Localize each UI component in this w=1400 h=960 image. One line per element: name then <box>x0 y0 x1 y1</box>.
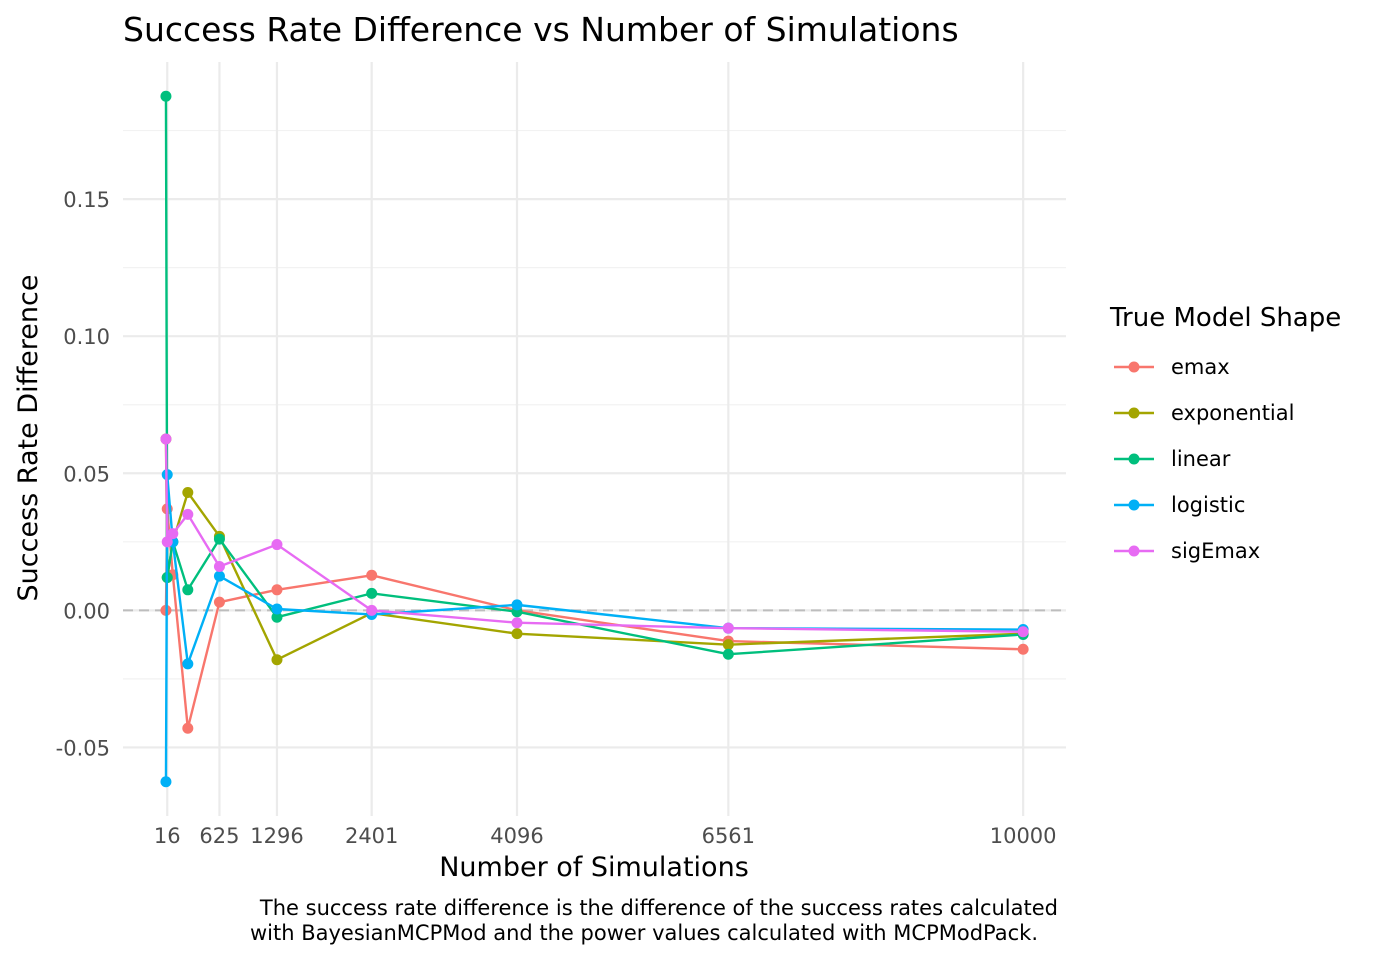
y-tick-label: 0.00 <box>63 599 110 623</box>
legend-title: True Model Shape <box>1109 303 1341 333</box>
data-point-sigEmax <box>182 508 194 520</box>
y-tick-label: 0.05 <box>63 462 110 486</box>
series-emax <box>160 503 1029 734</box>
data-point-sigEmax <box>366 604 378 616</box>
legend-label: emax <box>1171 355 1230 379</box>
series-line-logistic <box>164 473 1024 782</box>
legend-label: exponential <box>1171 401 1294 425</box>
data-point-sigEmax <box>167 528 179 540</box>
x-tick-label: 625 <box>199 824 239 848</box>
data-point-logistic <box>271 603 283 615</box>
x-tick-label: 16 <box>154 824 181 848</box>
axis-ticks: -0.05 0.00 0.05 0.10 0.15 16 625 1296 2401 4096 65… <box>56 188 1057 848</box>
x-tick-label: 10000 <box>990 824 1057 848</box>
legend-entry-linear: linear <box>1114 447 1231 471</box>
caption-line-1: The success rate difference is the diffe… <box>259 896 1058 920</box>
data-point-emax <box>1017 643 1029 655</box>
legend-label: linear <box>1171 447 1231 471</box>
data-point-linear <box>722 648 734 660</box>
data-point-linear <box>182 584 194 596</box>
data-point-sigEmax <box>511 617 523 629</box>
data-point-sigEmax <box>1017 626 1029 638</box>
caption-line-2: with BayesianMCPMod and the power values… <box>250 921 1038 945</box>
legend: True Model Shape emax exponential linear lo… <box>1109 303 1341 563</box>
series-layer <box>160 90 1029 788</box>
data-point-emax <box>366 569 378 581</box>
data-point-emax <box>271 584 283 596</box>
series-linear <box>160 90 1029 660</box>
legend-entry-emax: emax <box>1114 355 1230 379</box>
legend-label: logistic <box>1171 493 1245 517</box>
grid-lines <box>123 62 1066 816</box>
legend-key-point <box>1128 499 1140 511</box>
series-sigEmax <box>160 433 1029 638</box>
legend-key-point <box>1128 545 1140 557</box>
legend-key-point <box>1128 453 1140 465</box>
data-point-linear <box>366 587 378 599</box>
legend-label: sigEmax <box>1171 539 1260 563</box>
data-point-sigEmax <box>722 622 734 634</box>
x-tick-label: 2401 <box>345 824 398 848</box>
data-point-exponential <box>511 628 523 640</box>
data-point-sigEmax <box>160 433 172 445</box>
chart-title: Success Rate Difference vs Number of Sim… <box>123 10 959 49</box>
data-point-linear <box>271 611 283 623</box>
data-point-logistic <box>182 658 194 670</box>
x-tick-label: 1296 <box>250 824 303 848</box>
y-tick-label: 0.15 <box>63 188 110 212</box>
data-point-exponential <box>722 639 734 651</box>
data-point-exponential <box>182 486 194 498</box>
data-point-logistic <box>213 570 225 582</box>
data-point-linear <box>160 90 172 102</box>
data-point-linear <box>213 533 225 545</box>
series-line-linear <box>164 96 1024 656</box>
data-point-sigEmax <box>161 536 173 548</box>
data-point-exponential <box>271 654 283 666</box>
x-tick-label: 6561 <box>702 824 755 848</box>
x-tick-label: 4096 <box>490 824 543 848</box>
legend-entry-logistic: logistic <box>1114 493 1245 517</box>
y-tick-label: -0.05 <box>56 736 110 760</box>
data-point-logistic <box>511 599 523 611</box>
series-line-sigEmax <box>164 438 1024 633</box>
y-axis-label: Success Rate Difference <box>13 275 44 602</box>
legend-entry-exponential: exponential <box>1114 401 1294 425</box>
legend-key-point <box>1128 361 1140 373</box>
data-point-sigEmax <box>213 560 225 572</box>
legend-entry-sigEmax: sigEmax <box>1114 539 1260 563</box>
data-point-sigEmax <box>271 539 283 551</box>
data-point-emax <box>213 596 225 608</box>
legend-items: emax exponential linear logistic sigEmax <box>1114 355 1294 563</box>
y-tick-label: 0.10 <box>63 325 110 349</box>
data-point-logistic <box>160 776 172 788</box>
data-point-emax <box>182 722 194 734</box>
x-axis-label: Number of Simulations <box>439 852 749 883</box>
legend-key-point <box>1128 407 1140 419</box>
